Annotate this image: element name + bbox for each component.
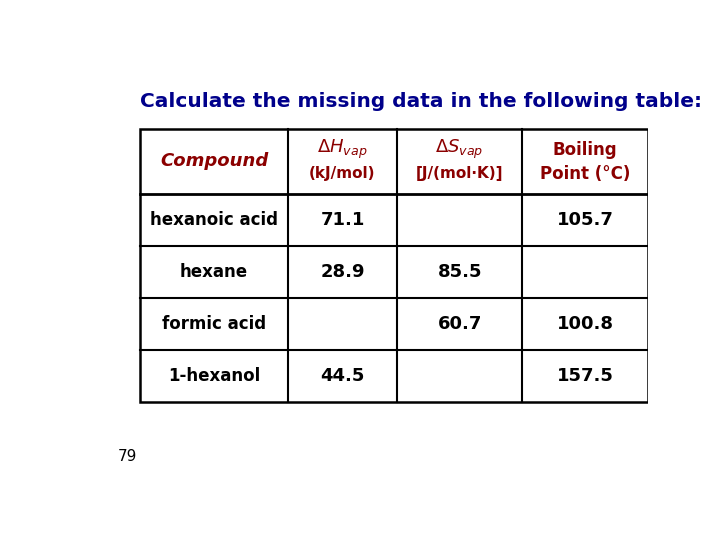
Text: 1-hexanol: 1-hexanol (168, 367, 261, 384)
Text: [J/(mol·K)]: [J/(mol·K)] (416, 166, 503, 181)
Text: 71.1: 71.1 (320, 211, 365, 228)
Text: 85.5: 85.5 (438, 262, 482, 281)
Text: (kJ/mol): (kJ/mol) (310, 166, 376, 181)
Text: hexane: hexane (180, 262, 248, 281)
Text: 105.7: 105.7 (557, 211, 613, 228)
Text: formic acid: formic acid (162, 315, 266, 333)
Text: 44.5: 44.5 (320, 367, 365, 384)
Text: 60.7: 60.7 (438, 315, 482, 333)
Text: 157.5: 157.5 (557, 367, 613, 384)
Text: $\Delta S_{\mathit{vap}}$: $\Delta S_{\mathit{vap}}$ (436, 138, 484, 161)
Text: 100.8: 100.8 (557, 315, 613, 333)
Text: Boiling: Boiling (553, 141, 618, 159)
Text: 28.9: 28.9 (320, 262, 365, 281)
Text: Compound: Compound (160, 152, 269, 171)
Text: $\Delta H_{\mathit{vap}}$: $\Delta H_{\mathit{vap}}$ (318, 138, 368, 161)
Bar (140, 129, 648, 402)
Text: hexanoic acid: hexanoic acid (150, 211, 278, 228)
Text: Point (°C): Point (°C) (540, 165, 631, 183)
Text: Calculate the missing data in the following table:: Calculate the missing data in the follow… (140, 92, 702, 111)
Text: 79: 79 (118, 449, 138, 464)
